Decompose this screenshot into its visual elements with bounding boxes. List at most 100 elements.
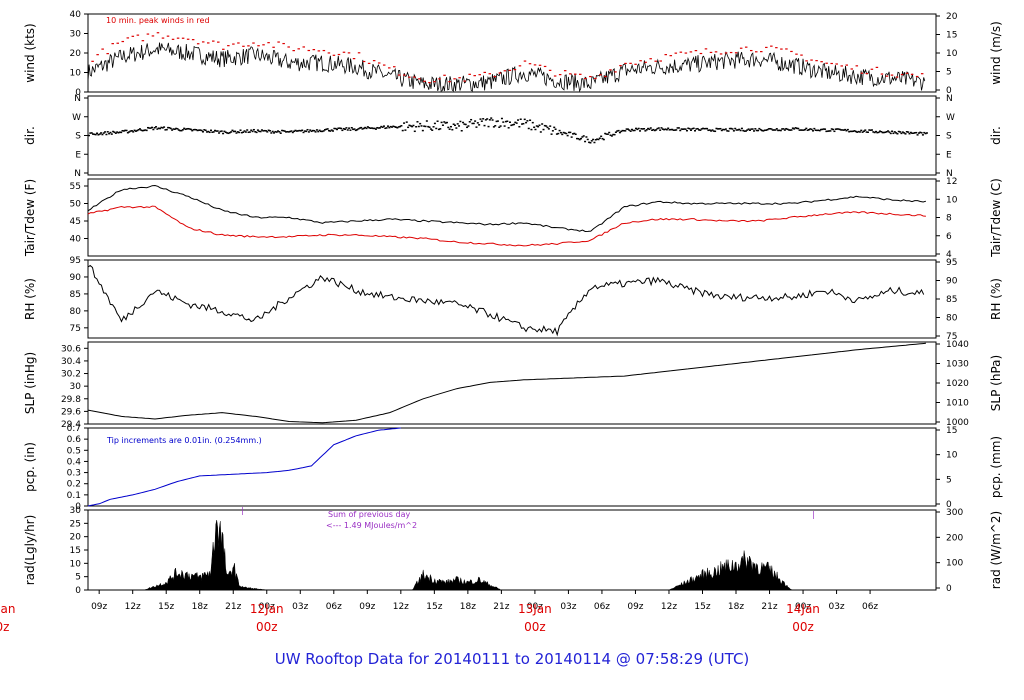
y-tick-label: 29.6	[61, 407, 81, 417]
direction-point	[775, 128, 778, 130]
direction-point	[830, 128, 833, 130]
direction-point	[600, 135, 603, 138]
direction-point	[771, 129, 774, 131]
direction-point	[480, 120, 483, 122]
direction-point	[246, 129, 249, 131]
x-tick-label: 09z	[627, 602, 643, 612]
direction-point	[582, 135, 585, 137]
direction-point	[455, 127, 458, 129]
direction-point	[478, 124, 481, 126]
peak-wind-mark	[629, 62, 632, 64]
peak-wind-mark	[191, 39, 195, 41]
direction-point	[699, 129, 702, 131]
direction-point	[712, 130, 715, 132]
direction-point	[535, 125, 538, 127]
direction-point	[168, 127, 171, 129]
direction-point	[479, 118, 482, 120]
direction-point	[845, 129, 848, 132]
direction-point	[514, 121, 517, 124]
y-tick-label-right: 15	[946, 31, 957, 41]
direction-point	[138, 128, 141, 130]
direction-point	[889, 132, 892, 135]
direction-point	[348, 127, 351, 129]
peak-wind-mark	[111, 43, 114, 45]
peak-wind-mark	[307, 49, 311, 52]
direction-point	[100, 132, 103, 134]
y-tick-label: 80	[70, 307, 82, 317]
direction-point	[896, 133, 899, 135]
direction-point	[365, 127, 368, 130]
peak-wind-mark	[247, 45, 250, 47]
y-tick-label: 0.5	[67, 446, 81, 456]
peak-wind-mark	[619, 64, 622, 67]
wind-series	[87, 42, 926, 93]
direction-point	[105, 133, 108, 136]
direction-point	[216, 130, 219, 132]
y-tick-label-right: 0	[946, 500, 952, 510]
direction-point	[89, 132, 92, 134]
direction-point	[687, 127, 690, 130]
direction-point	[669, 128, 672, 131]
peak-wind-mark	[161, 37, 165, 39]
peak-wind-mark	[654, 60, 657, 62]
direction-point	[498, 126, 501, 129]
peak-wind-mark	[523, 60, 527, 62]
direction-point	[187, 127, 190, 130]
peak-wind-mark	[302, 46, 306, 48]
peak-wind-mark	[775, 47, 778, 49]
y-tick-label: 30.2	[61, 370, 81, 380]
y-tick-label-right: N	[946, 94, 953, 104]
direction-point	[576, 137, 579, 140]
direction-point	[411, 125, 414, 128]
direction-point	[492, 126, 495, 128]
direction-point	[232, 130, 235, 133]
date-hour-label: 00z	[524, 620, 546, 634]
direction-point	[726, 130, 729, 132]
y-tick-label: 30.4	[61, 357, 81, 367]
direction-point	[415, 126, 418, 128]
direction-point	[626, 128, 629, 130]
direction-point	[676, 127, 679, 129]
direction-point	[853, 130, 856, 132]
peak-wind-mark	[453, 78, 456, 80]
direction-point	[122, 130, 125, 132]
peak-wind-mark	[644, 61, 647, 63]
direction-point	[866, 131, 869, 134]
direction-point	[723, 128, 726, 131]
y-tick-label-right: 1030	[946, 360, 969, 370]
direction-point	[459, 120, 462, 123]
peak-wind-mark	[639, 60, 642, 62]
direction-point	[323, 129, 326, 131]
peak-wind-mark	[121, 40, 125, 43]
direction-point	[475, 126, 478, 128]
direction-point	[503, 125, 506, 127]
direction-point	[895, 132, 898, 134]
direction-point	[242, 131, 245, 133]
direction-point	[358, 127, 361, 129]
direction-point	[803, 128, 806, 131]
direction-point	[893, 131, 896, 133]
direction-point	[488, 119, 491, 121]
direction-point	[445, 121, 448, 124]
direction-point	[708, 129, 711, 131]
peak-wind-mark	[875, 66, 879, 69]
panel-rad: rad(Lgly/hr) rad (W/m^2)05101520253001002…	[23, 506, 1003, 596]
peak-wind-mark	[714, 51, 718, 53]
direction-point	[604, 132, 607, 135]
y-tick-label: 90	[70, 273, 82, 283]
footer-start-date: 20140111	[433, 650, 511, 668]
direction-point	[665, 128, 668, 131]
y-tick-label-right: 4	[946, 250, 952, 260]
y-tick-label-right: 5	[946, 475, 952, 485]
direction-point	[273, 132, 276, 134]
panel-pcp: pcp. (in) pcp. (mm)00.10.20.30.40.50.60.7…	[23, 424, 1003, 512]
y-tick-label: 0.1	[67, 491, 81, 501]
peak-wind-mark	[810, 59, 813, 61]
footer-end-date: 20140114	[534, 650, 612, 668]
direction-point	[470, 118, 473, 121]
direction-point	[720, 129, 723, 132]
direction-point	[696, 127, 699, 130]
peak-wind-mark	[719, 53, 723, 55]
direction-point	[751, 128, 754, 130]
direction-point	[818, 129, 821, 132]
